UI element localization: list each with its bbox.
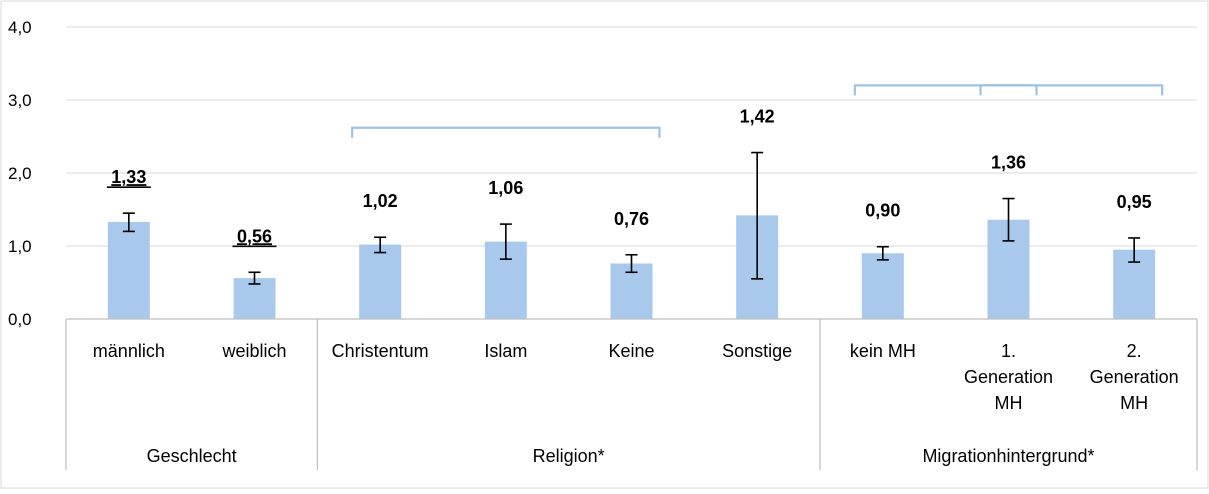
x-category-label: 1.	[1001, 341, 1016, 361]
y-tick-label: 1,0	[8, 237, 32, 256]
data-label: 0,56	[237, 226, 272, 246]
x-category-label: MH	[995, 393, 1023, 413]
significance-bracket	[853, 84, 1038, 96]
y-tick-label: 0,0	[8, 310, 32, 329]
significance-bracket	[351, 126, 661, 138]
data-label: 0,90	[865, 201, 900, 221]
data-label: 1,06	[488, 178, 523, 198]
error-bars	[122, 151, 1141, 285]
x-category-label: kein MH	[850, 341, 916, 361]
x-category-label: 2.	[1127, 341, 1142, 361]
data-label: 1,36	[991, 153, 1026, 173]
x-category-label: Generation	[964, 367, 1053, 387]
x-category-label: MH	[1120, 393, 1148, 413]
significance-bracket	[979, 84, 1164, 96]
data-labels: 1,33 0,56 1,02 1,06 0,76 1,42 0,90 1,36 0,95	[106, 107, 1152, 248]
x-category-label: Christentum	[332, 341, 429, 361]
x-category-label: Sonstige	[722, 341, 792, 361]
y-tick-label: 2,0	[8, 164, 32, 183]
data-label: 1,02	[363, 191, 398, 211]
x-category-label: Islam	[484, 341, 527, 361]
x-group-label: Geschlecht	[147, 446, 237, 466]
bar	[107, 221, 150, 319]
x-group-label: Migrationhintergrund*	[922, 446, 1094, 466]
x-group-label: Religion*	[533, 446, 605, 466]
x-category-label: weiblich	[221, 341, 286, 361]
bar	[233, 278, 276, 319]
x-category-label: Keine	[608, 341, 654, 361]
x-category-label: Generation	[1090, 367, 1179, 387]
data-label: 1,42	[740, 107, 775, 127]
y-tick-label: 4,0	[8, 18, 32, 37]
x-category-label: männlich	[93, 341, 165, 361]
bar	[861, 253, 904, 319]
data-label: 0,95	[1117, 192, 1152, 212]
x-axis: männlich weiblich Christentum Islam Keine Son…	[65, 318, 1198, 470]
data-label: 0,76	[614, 209, 649, 229]
y-tick-label: 3,0	[8, 91, 32, 110]
data-label: 1,33	[111, 167, 146, 187]
bar	[359, 244, 402, 319]
y-axis: 0,0 1,0 2,0 3,0 4,0	[8, 18, 32, 329]
significance-brackets	[351, 84, 1164, 138]
